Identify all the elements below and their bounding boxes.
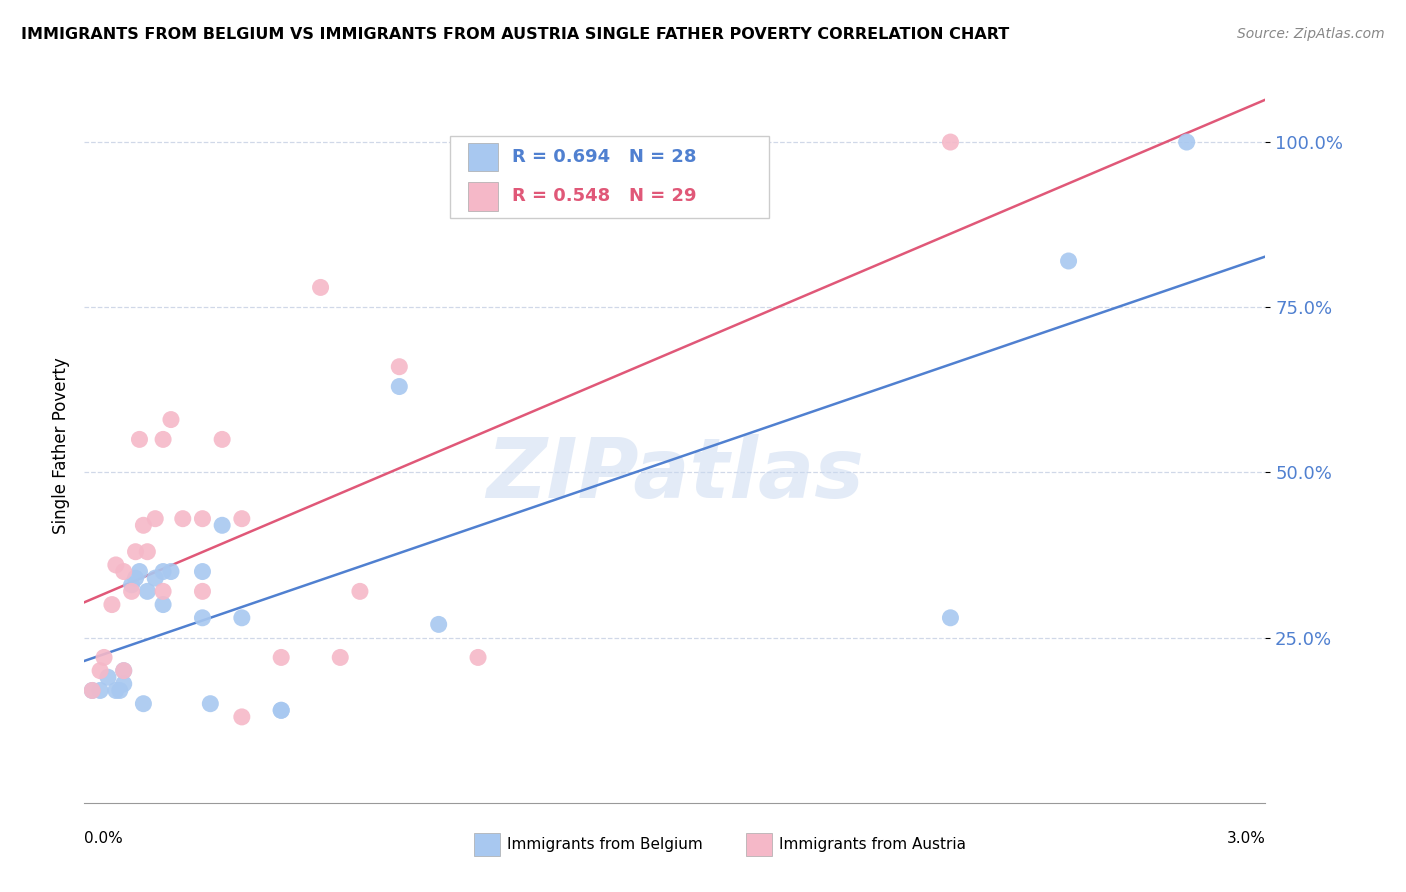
Y-axis label: Single Father Poverty: Single Father Poverty (52, 358, 70, 534)
Point (112, 664, 135, 678)
FancyBboxPatch shape (474, 833, 501, 856)
Point (152, 598, 174, 612)
Text: 3.0%: 3.0% (1226, 831, 1265, 847)
Point (211, 518, 233, 533)
Point (329, 650, 352, 665)
Point (231, 511, 253, 525)
Point (231, 611, 253, 625)
Point (467, 650, 489, 665)
Point (388, 359, 411, 374)
Point (152, 565, 174, 579)
Point (270, 703, 292, 717)
Point (82, 683, 104, 698)
Point (211, 433, 233, 447)
Text: R = 0.694   N = 28: R = 0.694 N = 28 (512, 148, 696, 166)
Point (172, 511, 194, 525)
Point (270, 650, 292, 665)
Point (191, 565, 214, 579)
Point (152, 433, 174, 447)
Text: IMMIGRANTS FROM BELGIUM VS IMMIGRANTS FROM AUSTRIA SINGLE FATHER POVERTY CORRELA: IMMIGRANTS FROM BELGIUM VS IMMIGRANTS FR… (21, 27, 1010, 42)
Point (93, 650, 115, 665)
Text: R = 0.548   N = 29: R = 0.548 N = 29 (512, 187, 696, 205)
Point (124, 545, 146, 559)
Point (143, 571, 166, 585)
Point (104, 683, 127, 698)
Point (231, 710, 253, 724)
Point (121, 584, 143, 599)
Point (101, 598, 124, 612)
Text: Immigrants from Austria: Immigrants from Austria (779, 838, 966, 853)
Point (191, 511, 214, 525)
Point (132, 697, 155, 711)
Point (1057, 254, 1080, 268)
Text: 0.0%: 0.0% (84, 831, 124, 847)
Point (128, 433, 150, 447)
Point (160, 565, 183, 579)
Point (136, 584, 159, 599)
Point (108, 683, 131, 698)
FancyBboxPatch shape (468, 143, 498, 171)
Point (128, 565, 150, 579)
Point (939, 135, 962, 149)
Point (82, 683, 104, 698)
Point (89, 683, 111, 698)
Point (200, 697, 222, 711)
Text: ZIPatlas: ZIPatlas (486, 434, 863, 515)
FancyBboxPatch shape (468, 182, 498, 211)
Text: Immigrants from Belgium: Immigrants from Belgium (508, 838, 703, 853)
Point (124, 571, 146, 585)
Point (136, 545, 159, 559)
Point (112, 677, 135, 691)
Point (152, 584, 174, 599)
Point (104, 558, 127, 572)
Point (349, 584, 371, 599)
FancyBboxPatch shape (450, 136, 769, 218)
Point (143, 511, 166, 525)
Text: Source: ZipAtlas.com: Source: ZipAtlas.com (1237, 27, 1385, 41)
Point (89, 664, 111, 678)
FancyBboxPatch shape (745, 833, 772, 856)
Point (191, 611, 214, 625)
Point (427, 617, 450, 632)
Point (270, 703, 292, 717)
Point (160, 412, 183, 426)
Point (309, 280, 332, 294)
Point (388, 379, 411, 393)
Point (112, 565, 135, 579)
Point (191, 584, 214, 599)
Point (121, 578, 143, 592)
Point (939, 611, 962, 625)
Point (1175, 135, 1198, 149)
Point (97, 670, 120, 684)
Point (112, 664, 135, 678)
Point (132, 518, 155, 533)
